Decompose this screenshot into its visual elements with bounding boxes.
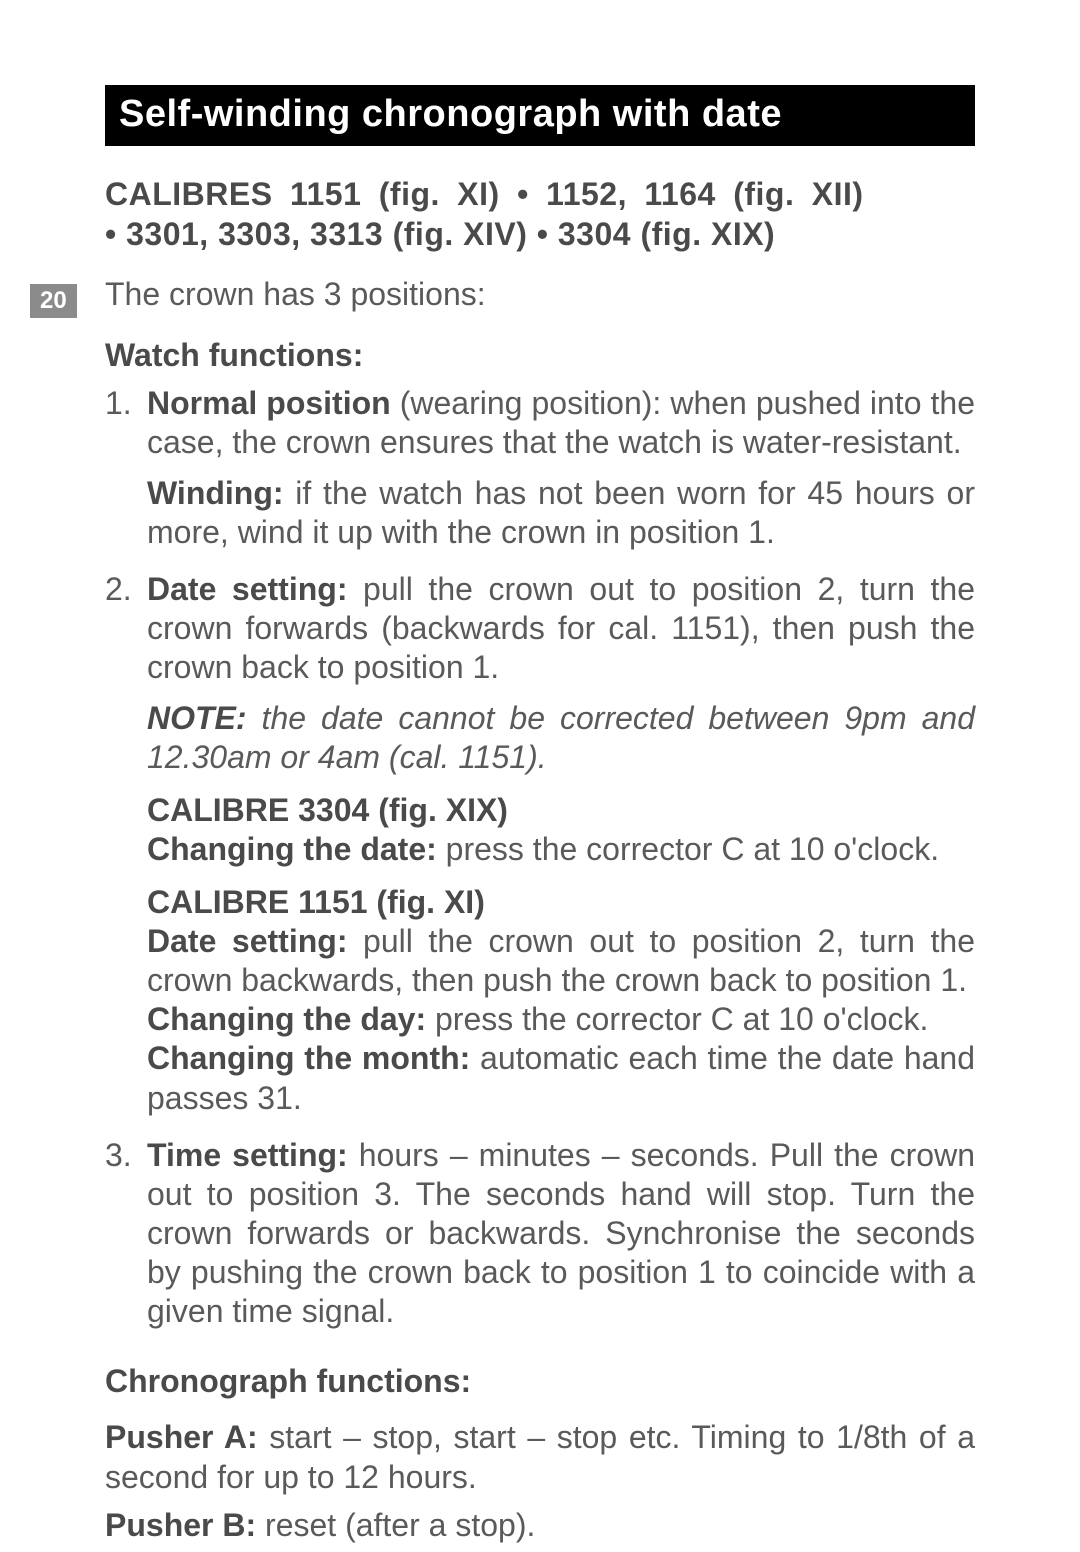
time-setting-label: Time setting: <box>147 1137 348 1173</box>
note-para: NOTE: the date cannot be corrected betwe… <box>147 699 975 777</box>
changing-day-label: Changing the day: <box>147 1001 426 1037</box>
pusher-a-label: Pusher A: <box>105 1419 258 1455</box>
calibre-1151-month-line: Changing the month: automatic each time … <box>147 1039 975 1117</box>
watch-functions-list: Normal position (wearing position): when… <box>105 384 975 1331</box>
winding-label: Winding: <box>147 475 284 511</box>
function-item-2: Date setting: pull the crown out to posi… <box>105 570 975 1117</box>
winding-para: Winding: if the watch has not been worn … <box>147 474 975 552</box>
normal-position-label: Normal position <box>147 385 391 421</box>
pusher-b-label: Pusher B: <box>105 1507 256 1543</box>
calibres-list: CALIBRES 1151 (fig. XI) • 1152, 1164 (fi… <box>105 174 975 254</box>
page-number: 20 <box>30 284 77 318</box>
calibres-line-2: • 3301, 3303, 3313 (fig. XIV) • 3304 (fi… <box>105 216 775 252</box>
page-title: Self-winding chronograph with date <box>105 85 975 146</box>
watch-functions-heading: Watch functions: <box>105 337 975 374</box>
function-item-3: Time setting: hours – minutes – seconds.… <box>105 1136 975 1331</box>
note-label: NOTE: <box>147 700 247 736</box>
changing-day-text: press the corrector C at 10 o'clock. <box>426 1001 928 1037</box>
calibre-1151-heading: CALIBRE 1151 (fig. XI) <box>147 883 975 922</box>
calibre-1151-day-line: Changing the day: press the corrector C … <box>147 1000 975 1039</box>
calibres-line-1: CALIBRES 1151 (fig. XI) • 1152, 1164 (fi… <box>105 174 975 214</box>
calibre-1151-date-line: Date setting: pull the crown out to posi… <box>147 922 975 1000</box>
date-setting-label: Date setting: <box>147 571 347 607</box>
pusher-a-line: Pusher A: start – stop, start – stop etc… <box>105 1417 975 1497</box>
note-text: the date cannot be corrected between 9pm… <box>147 700 975 775</box>
changing-date-3304-label: Changing the date: <box>147 831 437 867</box>
pusher-b-line: Pusher B: reset (after a stop). <box>105 1505 975 1545</box>
date-setting-1151-label: Date setting: <box>147 923 347 959</box>
changing-month-label: Changing the month: <box>147 1040 470 1076</box>
calibre-3304-line: Changing the date: press the corrector C… <box>147 830 975 869</box>
calibre-3304-heading: CALIBRE 3304 (fig. XIX) <box>147 791 975 830</box>
function-item-1: Normal position (wearing position): when… <box>105 384 975 552</box>
chronograph-functions-heading: Chronograph functions: <box>105 1361 975 1401</box>
changing-date-3304-text: press the corrector C at 10 o'clock. <box>437 831 939 867</box>
pusher-b-text: reset (after a stop). <box>256 1507 535 1543</box>
intro-text: The crown has 3 positions: <box>105 276 975 313</box>
